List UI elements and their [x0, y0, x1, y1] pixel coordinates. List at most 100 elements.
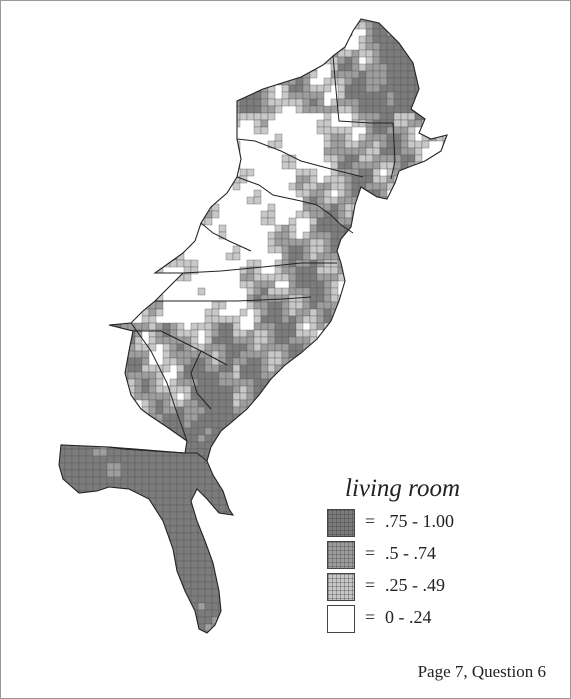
map-cell [99, 280, 108, 289]
map-cell [162, 406, 171, 415]
map-cell [232, 518, 241, 527]
map-cell [274, 266, 283, 275]
map-cell [365, 175, 374, 184]
map-cell [344, 462, 353, 471]
map-cell [274, 581, 283, 590]
map-cell [345, 638, 352, 645]
map-cell [226, 638, 233, 645]
map-cell [344, 133, 353, 142]
map-cell [414, 378, 423, 387]
map-cell [71, 392, 80, 401]
map-cell [386, 56, 395, 65]
map-cell [316, 119, 325, 128]
map-cell [288, 504, 297, 513]
map-cell [232, 441, 241, 450]
map-cell [190, 175, 199, 184]
map-cell [260, 35, 269, 44]
map-cell [414, 273, 423, 282]
map-cell [64, 406, 73, 415]
map-cell [407, 28, 416, 37]
map-cell [281, 273, 290, 282]
map-cell [211, 343, 220, 352]
map-cell [78, 616, 87, 625]
map-cell [414, 413, 423, 422]
map-cell [162, 469, 171, 478]
map-cell [127, 525, 136, 534]
map-cell [64, 273, 73, 282]
map-cell [253, 189, 262, 198]
map-cell [148, 455, 157, 464]
map-cell [141, 539, 150, 548]
map-cell [51, 57, 58, 64]
map-cell [274, 413, 283, 422]
map-cell [127, 469, 136, 478]
map-cell [393, 210, 402, 219]
map-cell [442, 371, 447, 380]
map-cell [295, 567, 304, 576]
map-cell [92, 406, 101, 415]
map-cell [316, 21, 325, 30]
map-cell [218, 224, 227, 233]
map-cell [120, 252, 129, 261]
map-cell [64, 413, 73, 422]
map-cell [204, 112, 213, 121]
map-cell [421, 441, 430, 450]
map-cell [197, 413, 206, 422]
map-cell [85, 448, 94, 457]
map-cell [316, 231, 325, 240]
map-cell [400, 28, 409, 37]
map-cell [365, 84, 374, 93]
map-cell [92, 196, 101, 205]
map-cell [393, 231, 402, 240]
map-cell [386, 154, 395, 163]
map-cell [106, 21, 115, 30]
map-cell [127, 553, 136, 562]
map-cell [51, 358, 58, 365]
map-cell [302, 84, 311, 93]
map-cell [92, 343, 101, 352]
map-cell [407, 35, 416, 44]
map-cell [176, 259, 185, 268]
map-cell [106, 567, 115, 576]
map-cell [71, 84, 80, 93]
map-cell [344, 77, 353, 86]
map-cell [225, 371, 234, 380]
map-cell [344, 273, 353, 282]
map-cell [204, 182, 213, 191]
map-cell [51, 603, 58, 610]
map-cell [407, 385, 416, 394]
map-cell [288, 413, 297, 422]
map-cell [176, 553, 185, 562]
map-cell [428, 413, 437, 422]
map-cell [120, 399, 129, 408]
map-cell [442, 42, 447, 51]
map-cell [162, 427, 171, 436]
map-cell [274, 630, 283, 633]
map-cell [450, 246, 457, 253]
map-cell [288, 56, 297, 65]
map-cell [148, 553, 157, 562]
map-cell [148, 434, 157, 443]
map-cell [162, 483, 171, 492]
map-cell [134, 623, 143, 632]
map-cell [176, 77, 185, 86]
map-cell [232, 329, 241, 338]
map-cell [78, 455, 87, 464]
map-cell [134, 574, 143, 583]
map-cell [211, 553, 220, 562]
map-cell [232, 343, 241, 352]
map-cell [190, 560, 199, 569]
map-cell [393, 28, 402, 37]
map-cell [393, 224, 402, 233]
map-cell [225, 406, 234, 415]
map-cell [141, 224, 150, 233]
map-cell [218, 350, 227, 359]
map-cell [148, 462, 157, 471]
map-cell [267, 70, 276, 79]
map-cell [169, 385, 178, 394]
map-cell [274, 616, 283, 625]
map-cell [260, 98, 269, 107]
map-cell [442, 455, 447, 464]
map-cell [99, 595, 108, 604]
map-cell [78, 336, 87, 345]
